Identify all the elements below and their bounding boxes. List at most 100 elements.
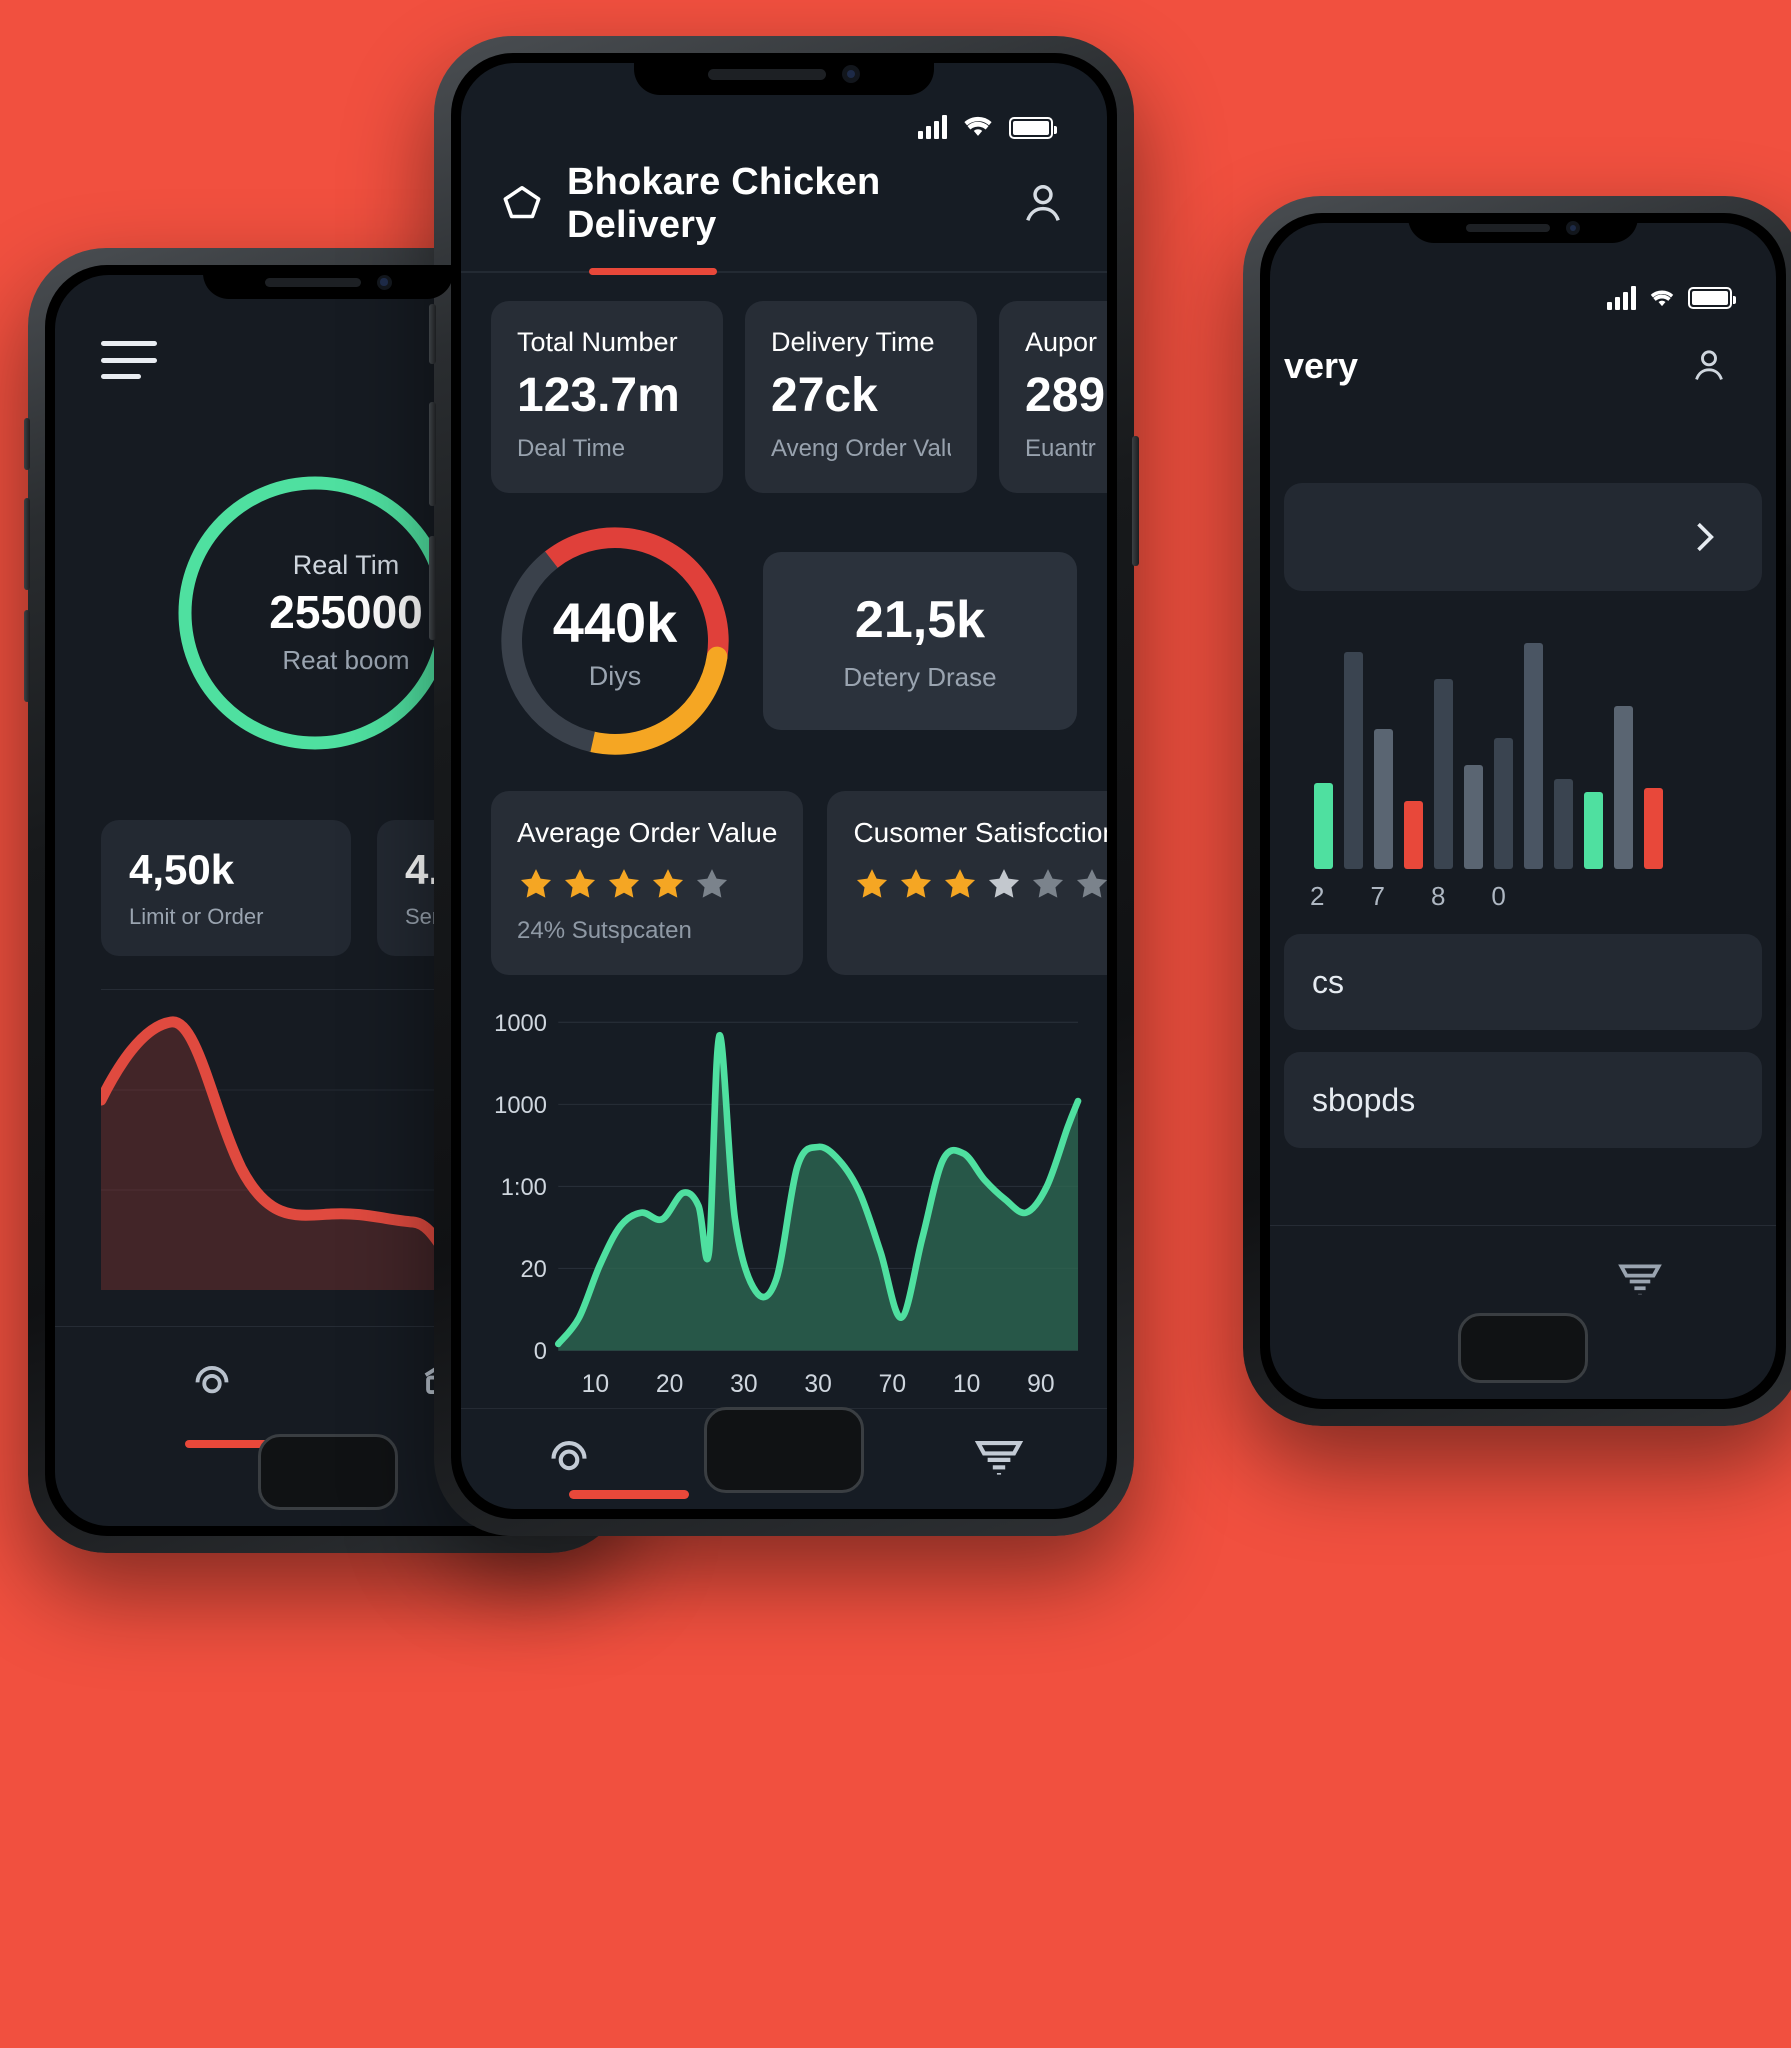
star-empty-icon[interactable] (985, 865, 1023, 903)
right-phone-screen: very 2 7 8 0 cs sbopds (1270, 223, 1776, 1399)
phone-volume-down-button (24, 610, 30, 702)
phone-volume-up-button (24, 498, 30, 590)
main-area-chart: 1000 1000 1:00 20 0 10 20 30 30 70 10 90 (471, 1009, 1097, 1407)
chart-x-tick-label: 20 (656, 1372, 683, 1399)
right-arrow-card[interactable] (1284, 483, 1762, 591)
stat-card-aupor[interactable]: Aupor 289 Euantr (999, 301, 1107, 494)
rating-card-average-order-value[interactable]: Average Order Value 24% Sutspcaten (491, 791, 804, 976)
app-bar: Bhokare Chicken Delivery (461, 147, 1107, 247)
user-avatar-icon[interactable] (1686, 343, 1732, 389)
home-button[interactable] (704, 1407, 864, 1493)
right-page-title: very (1284, 345, 1359, 386)
gauge-value: 440k (552, 591, 678, 655)
rating-card-sublabel: 24% Sutspcaten (517, 917, 692, 945)
bar (1434, 679, 1453, 869)
right-phone-mockup: very 2 7 8 0 cs sbopds (1243, 196, 1791, 1426)
nav-item-home[interactable] (538, 1425, 600, 1492)
bar (1524, 643, 1543, 869)
wifi-icon (1650, 290, 1674, 307)
phone-side-button (24, 418, 30, 470)
active-tab-indicator (589, 267, 717, 275)
rating-card-customer-satisfaction[interactable]: Cusomer Satisfcction (827, 791, 1107, 976)
earpiece-speaker (264, 277, 361, 287)
phone-notch (203, 265, 453, 299)
stat-card-title: Aupor (1025, 327, 1098, 358)
star-rating[interactable] (853, 865, 1107, 903)
right-list-item[interactable]: sbopds (1284, 1052, 1762, 1148)
bar-chart-x-tick-label: 8 (1430, 881, 1446, 911)
stat-card-value: 123.7m (517, 369, 680, 423)
bar (1494, 737, 1513, 869)
star-empty-icon[interactable] (1029, 865, 1067, 903)
status-bar (461, 63, 1107, 147)
ring-bottom-label: Reat boom (282, 645, 410, 675)
secondary-metric-card[interactable]: 21,5k Detery Drase (763, 552, 1077, 731)
phone-mute-switch (429, 304, 436, 364)
battery-icon (1009, 116, 1057, 139)
bar-chart-x-tick-label: 7 (1370, 881, 1385, 911)
home-button[interactable] (258, 1434, 398, 1510)
stat-card-total-number[interactable]: Total Number 123.7m Deal Time (491, 301, 723, 494)
star-filled-icon[interactable] (853, 865, 891, 903)
gauge-segment-track (501, 527, 729, 756)
bar-chart-x-tick-label: 0 (1491, 881, 1506, 911)
pentagon-logo-icon[interactable] (497, 179, 547, 229)
star-filled-icon[interactable] (941, 865, 979, 903)
star-filled-icon[interactable] (605, 865, 643, 903)
phone-volume-down-button (429, 536, 436, 640)
right-bottom-nav (1270, 1225, 1776, 1329)
signal-icon (1607, 286, 1636, 310)
chart-x-tick-label: 10 (582, 1372, 609, 1399)
star-empty-icon[interactable] (1073, 865, 1107, 903)
nav-item-delivery[interactable] (968, 1425, 1030, 1492)
left-stat-label: Limit or Order (129, 904, 264, 929)
front-camera (376, 274, 392, 290)
star-empty-icon[interactable] (693, 865, 731, 903)
bar (1314, 783, 1333, 869)
star-filled-icon[interactable] (561, 865, 599, 903)
stat-card-delivery-time[interactable]: Delivery Time 27ck Aveng Order Value (745, 301, 977, 494)
stat-card-title: Delivery Time (771, 327, 935, 358)
home-icon (551, 1441, 587, 1471)
chevron-right-icon (1697, 522, 1714, 552)
battery-icon (1688, 287, 1736, 309)
left-stat-card[interactable]: 4,50k Limit or Order (101, 820, 351, 956)
bar (1344, 652, 1363, 869)
sidebar-item-home[interactable] (183, 1351, 241, 1414)
delivery-icon[interactable] (1612, 1250, 1668, 1306)
bar (1554, 778, 1573, 869)
chart-y-tick-label: 1000 (494, 1093, 547, 1119)
home-button[interactable] (1458, 1313, 1588, 1383)
star-rating[interactable] (517, 865, 777, 903)
stat-card-row: Total Number 123.7m Deal Time Delivery T… (461, 273, 1107, 494)
ring-value: 255000 (269, 586, 423, 638)
bar-chart-x-tick-label: 2 (1310, 881, 1325, 911)
stat-card-sublabel: Deal Time (517, 435, 626, 463)
phone-notch (1408, 213, 1638, 243)
front-camera (1566, 221, 1580, 235)
earpiece-speaker (1466, 224, 1550, 232)
tab-indicator-bar (461, 267, 1107, 275)
chart-x-tick-label: 90 (1027, 1372, 1054, 1399)
delivery-icon (975, 1441, 1024, 1476)
star-filled-icon[interactable] (517, 865, 555, 903)
right-bar-chart-axis: 2 7 8 0 (1270, 881, 1776, 912)
left-nav-active-indicator (185, 1440, 293, 1448)
nav-active-indicator (569, 1489, 689, 1499)
secondary-metric-label: Detery Drase (843, 661, 997, 692)
right-list-item-label: cs (1312, 963, 1344, 1000)
left-progress-ring: Real Tim 255000 Reat boom (165, 463, 465, 763)
star-filled-icon[interactable] (897, 865, 935, 903)
bar (1584, 792, 1603, 869)
star-filled-icon[interactable] (649, 865, 687, 903)
gauge-label: Diys (588, 661, 642, 692)
earpiece-speaker (708, 68, 826, 80)
hamburger-menu-icon[interactable] (101, 341, 157, 379)
user-avatar-icon[interactable] (1015, 176, 1071, 232)
right-list-item[interactable]: cs (1284, 934, 1762, 1030)
chart-x-tick-label: 30 (730, 1372, 757, 1399)
center-phone-mockup: Bhokare Chicken Delivery Total Number 12… (429, 36, 1139, 1536)
chart-area-fill (558, 1035, 1079, 1351)
bar (1404, 801, 1423, 869)
center-phone-screen: Bhokare Chicken Delivery Total Number 12… (461, 63, 1107, 1509)
